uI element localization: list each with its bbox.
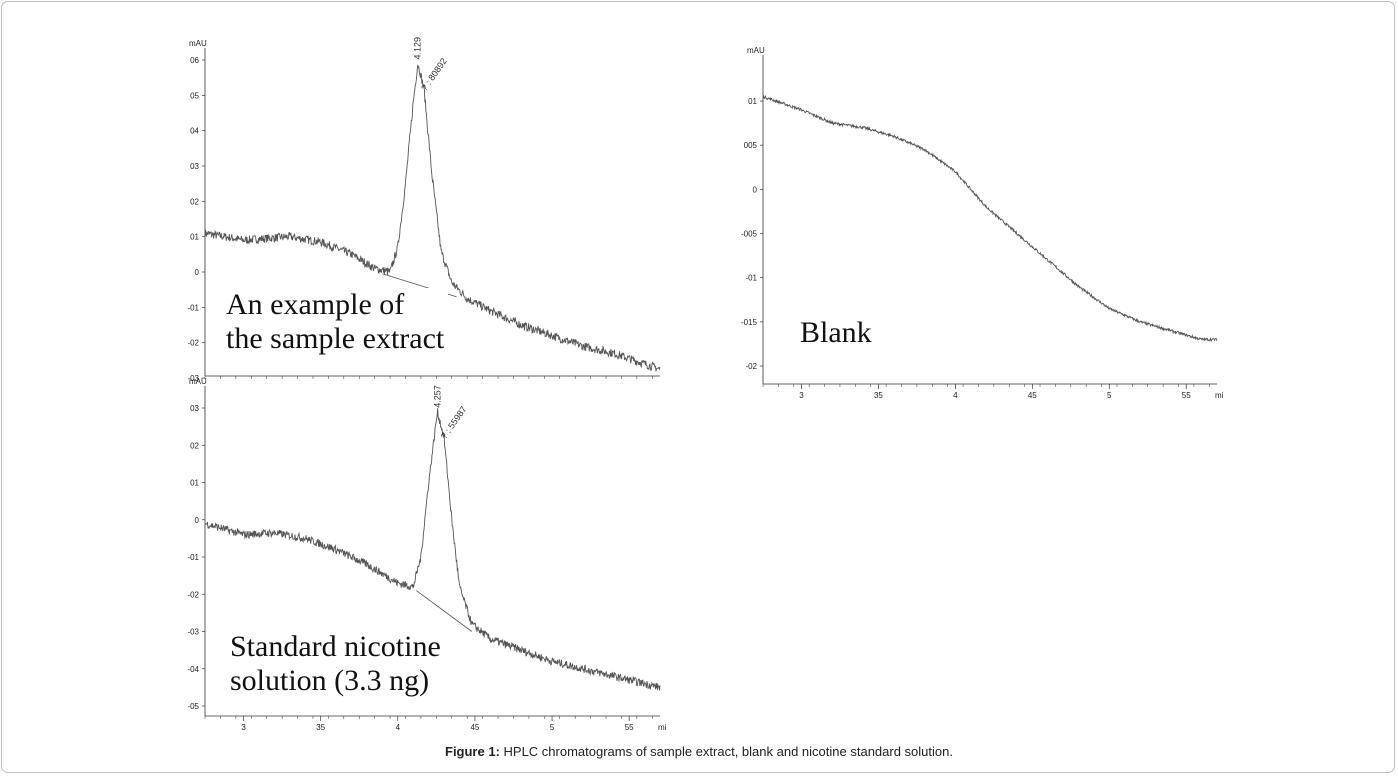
blank-xtick-label: 45 [1028, 391, 1037, 400]
standard-ytick-label: 03 [190, 404, 199, 413]
blank-ytick-label: 0 [753, 185, 758, 194]
sample-trace [204, 64, 661, 372]
blank-x-unit: mi [1215, 391, 1224, 400]
blank-xtick-label: 4 [953, 391, 958, 400]
standard-ytick-label: -04 [187, 665, 199, 674]
standard-peak-retention-time: 4.257 [432, 385, 442, 408]
standard-ytick-label: 02 [190, 441, 199, 450]
standard-trace [204, 408, 661, 691]
blank-xtick-label: 35 [874, 391, 883, 400]
standard-ytick-label: 01 [190, 479, 199, 488]
standard-xtick-label: 4 [396, 723, 401, 732]
standard-integration-baseline [416, 590, 473, 632]
blank-ytick-label: 01 [748, 97, 757, 106]
blank-ytick-label: -02 [745, 362, 757, 371]
standard-ytick-label: -03 [187, 628, 199, 637]
standard-nicotine-label: Standard nicotine solution (3.3 ng) [226, 630, 445, 698]
standard-xtick-label: 5 [550, 723, 555, 732]
blank-xtick-label: 55 [1182, 391, 1191, 400]
sample-ytick-label: -01 [187, 303, 199, 312]
blank-label: Blank [796, 316, 876, 350]
blank-y-unit: mAU [747, 46, 765, 55]
sample-ytick-label: 03 [190, 162, 199, 171]
standard-ytick-label: -05 [187, 702, 199, 711]
standard-ytick-label: 0 [195, 516, 200, 525]
sample-ytick-label: 06 [190, 56, 199, 65]
standard-ytick-label: -01 [187, 553, 199, 562]
standard-xtick-label: 35 [316, 723, 325, 732]
sample-extract-label-line-1: An example of [226, 288, 405, 321]
caption-text: HPLC chromatograms of sample extract, bl… [499, 744, 953, 759]
sample-ytick-label: -03 [187, 374, 199, 383]
sample-extract-label: An example of the sample extract [222, 288, 449, 356]
standard-label-line-1: Standard nicotine [230, 630, 441, 663]
blank-ytick-label: -005 [741, 230, 758, 239]
blank-ytick-label: -015 [741, 318, 758, 327]
blank-xtick-label: 3 [799, 391, 804, 400]
blank-trace [762, 94, 1218, 342]
sample-ytick-label: 01 [190, 233, 199, 242]
sample-y-unit: mAU [189, 39, 207, 48]
figure-caption: Figure 1: HPLC chromatograms of sample e… [0, 744, 1398, 759]
standard-ytick-label: -02 [187, 590, 199, 599]
standard-xtick-label: 3 [241, 723, 246, 732]
sample-ytick-label: 05 [190, 91, 199, 100]
standard-x-unit: mi [658, 723, 667, 732]
sample-ytick-label: 02 [190, 197, 199, 206]
sample-extract-label-line-2: the sample extract [226, 322, 445, 355]
caption-label: Figure 1: [445, 744, 500, 759]
standard-y-unit: mAU [189, 377, 207, 386]
sample-ytick-label: -02 [187, 339, 199, 348]
blank-label-line-1: Blank [800, 316, 872, 349]
sample-ytick-label: 04 [190, 127, 199, 136]
blank-xtick-label: 5 [1107, 391, 1112, 400]
blank-ytick-label: -01 [745, 274, 757, 283]
standard-peak-area: ? : 55987 [439, 404, 469, 440]
standard-xtick-label: 45 [470, 723, 479, 732]
standard-label-line-2: solution (3.3 ng) [230, 664, 430, 697]
standard-xtick-label: 55 [625, 723, 634, 732]
blank-ytick-label: 005 [744, 141, 758, 150]
sample-peak-retention-time: 4.129 [413, 37, 423, 60]
sample-ytick-label: 0 [195, 268, 200, 277]
